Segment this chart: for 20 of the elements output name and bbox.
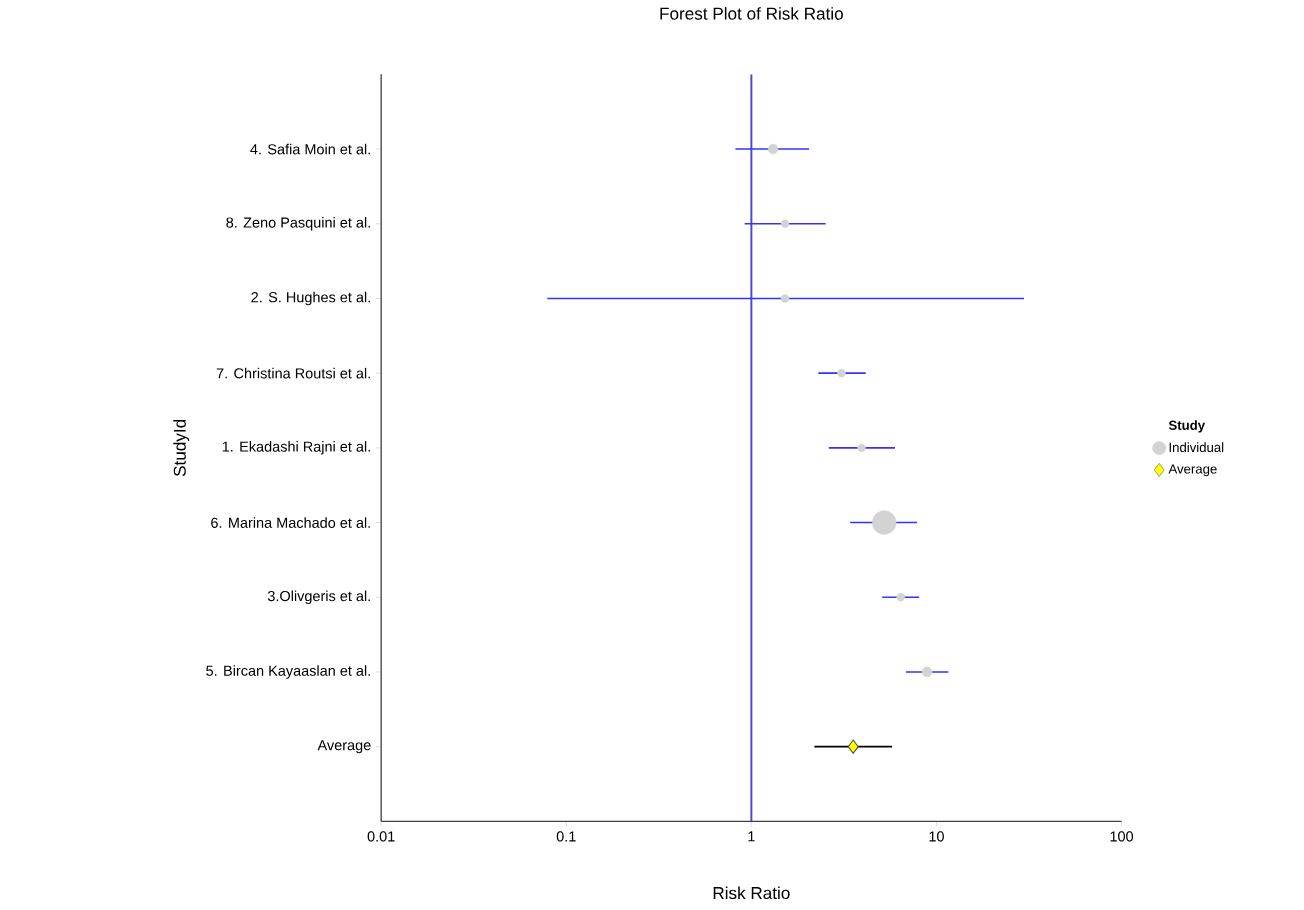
y-tick-label: 5. Bircan Kayaaslan et al. xyxy=(206,665,370,679)
x-tick-label: 0.1 xyxy=(556,831,576,842)
y-tick-label: 3.Olivgeris et al. xyxy=(267,590,370,605)
legend-label: Individual xyxy=(1169,442,1224,453)
x-tick-label: 1 xyxy=(748,831,755,842)
y-tick-label: 1. Ekadashi Rajni et al. xyxy=(222,441,370,455)
y-axis-title: StudyId xyxy=(173,420,190,477)
legend-label: Average xyxy=(1168,464,1217,477)
y-tick-label: 7. Christina Routsi et al. xyxy=(216,368,370,379)
chart-title: Forest Plot of Risk Ratio xyxy=(660,7,843,20)
x-axis-title: Risk Ratio xyxy=(713,886,790,900)
x-tick-label: 100 xyxy=(1110,831,1134,842)
y-tick-label: 2. S. Hughes et al. xyxy=(251,291,370,306)
y-tick-label: 4. Safia Moin et al. xyxy=(250,143,370,155)
x-tick-label: 10 xyxy=(929,831,944,842)
y-tick-label: 8. Zeno Pasquini et al. xyxy=(226,217,370,231)
y-tick-label: 6. Marina Machado et al. xyxy=(211,517,370,529)
y-tick-label: Average xyxy=(317,740,371,754)
legend-title: Study xyxy=(1168,420,1205,433)
x-tick-label: 0.01 xyxy=(367,831,395,842)
